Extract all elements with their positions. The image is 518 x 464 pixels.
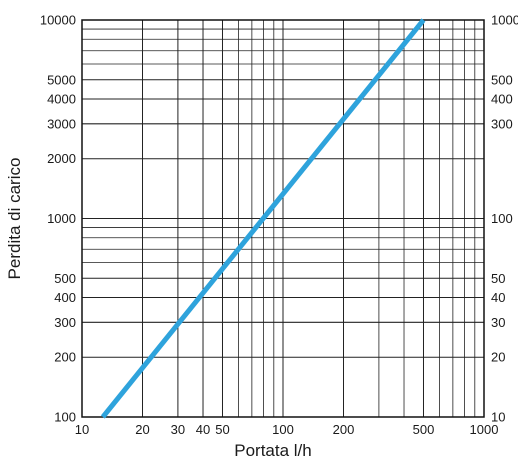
y-tick-label-left: 5000	[47, 72, 76, 87]
y-tick-label-right: 40	[491, 290, 505, 305]
y-tick-labels-right: 10 20 30 40 50 100 300 400 500 1000	[491, 13, 518, 425]
y-tick-label-right: 30	[491, 315, 505, 330]
y-tick-label-left: 300	[54, 315, 76, 330]
series-line-0	[100, 18, 426, 419]
y-tick-label-right: 20	[491, 350, 505, 365]
y-tick-label-left: 10000	[40, 13, 76, 28]
x-axis-label: Portata l/h	[234, 441, 312, 460]
y-tick-label-left: 4000	[47, 91, 76, 106]
x-tick-label: 40	[196, 422, 210, 437]
x-tick-label: 200	[333, 422, 355, 437]
x-tick-label: 1000	[470, 422, 499, 437]
x-tick-labels: 10 20 30 40 50 100 200 500 1000	[75, 422, 499, 437]
major-gridlines	[82, 20, 484, 417]
y-tick-label-left: 500	[54, 271, 76, 286]
y-tick-label-left: 200	[54, 350, 76, 365]
y-tick-label-right: 100	[491, 211, 513, 226]
y-tick-label-right: 50	[491, 271, 505, 286]
y-tick-labels-left: 100 200 300 400 500 1000 2000 3000 4000 5000 10000	[40, 13, 76, 425]
y-tick-label-left: 100	[54, 410, 76, 425]
y-tick-label-right: 1000	[491, 13, 518, 28]
x-tick-label: 50	[215, 422, 229, 437]
y-tick-label-left: 3000	[47, 116, 76, 131]
y-tick-label-right: 400	[491, 91, 513, 106]
x-tick-label: 10	[75, 422, 89, 437]
x-tick-label: 20	[135, 422, 149, 437]
y-tick-label-left: 1000	[47, 211, 76, 226]
y-tick-label-right: 300	[491, 116, 513, 131]
x-tick-label: 100	[272, 422, 294, 437]
y-axis-label: Perdita di carico	[5, 158, 24, 280]
y-tick-label-left: 400	[54, 290, 76, 305]
plot-frame	[81, 19, 485, 418]
x-tick-label: 30	[171, 422, 185, 437]
series-layer	[100, 18, 426, 419]
y-tick-label-right: 500	[491, 72, 513, 87]
x-tick-label: 500	[413, 422, 435, 437]
y-tick-label-right: 10	[491, 410, 505, 425]
y-tick-label-left: 2000	[47, 151, 76, 166]
